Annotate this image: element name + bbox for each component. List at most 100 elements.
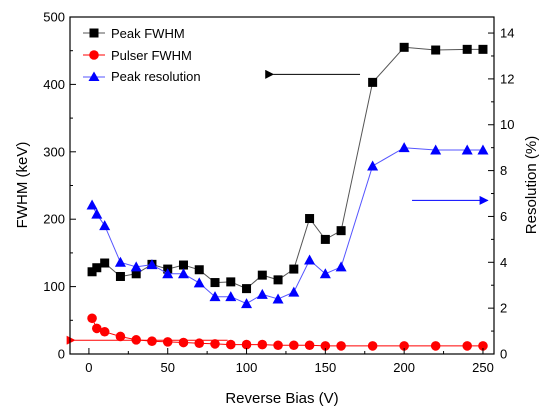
data-point	[257, 339, 268, 350]
data-point	[335, 261, 347, 272]
data-point	[87, 313, 97, 324]
data-point	[91, 208, 103, 219]
data-point	[272, 293, 284, 304]
data-point	[226, 277, 236, 287]
y-right-tick-label-0: 0	[500, 347, 507, 362]
y-left-tick-label-300: 300	[43, 144, 65, 159]
x-axis-ticks: 0 50 100 150 200 250	[85, 348, 494, 375]
data-point	[320, 341, 331, 351]
data-point	[162, 337, 173, 347]
data-point	[178, 260, 188, 270]
x-tick-label-50: 50	[160, 360, 174, 375]
y-right-tick-label-8: 8	[500, 163, 507, 178]
data-point	[241, 339, 252, 350]
data-point	[319, 268, 331, 279]
data-point	[430, 144, 442, 155]
data-point	[241, 298, 253, 309]
data-point	[146, 259, 158, 270]
data-point	[336, 226, 346, 236]
y-right-tick-label-2: 2	[500, 301, 507, 316]
y-right-tick-label-12: 12	[500, 71, 514, 86]
data-point	[225, 291, 237, 302]
data-point	[193, 277, 205, 288]
x-tick-label-0: 0	[85, 360, 92, 375]
data-point	[91, 323, 102, 334]
y-left-axis-title: FWHM (keV)	[14, 142, 31, 229]
data-point	[177, 268, 189, 279]
data-point	[399, 42, 409, 52]
x-tick-label-200: 200	[393, 360, 415, 375]
data-point	[478, 44, 488, 54]
y-left-tick-label-200: 200	[43, 212, 65, 227]
data-point	[478, 341, 488, 351]
y-left-tick-label-0: 0	[58, 347, 65, 362]
data-point	[256, 288, 268, 299]
data-point	[99, 220, 111, 231]
data-point	[100, 258, 110, 268]
y-right-tick-label-6: 6	[500, 209, 507, 224]
series-layer	[86, 42, 489, 351]
data-point	[431, 45, 441, 55]
data-point	[398, 142, 410, 153]
data-point	[92, 263, 102, 273]
data-point	[320, 234, 330, 244]
data-point	[194, 265, 204, 275]
x-tick-label-100: 100	[236, 360, 258, 375]
x-tick-label-150: 150	[314, 360, 336, 375]
y-right-tick-label-4: 4	[500, 255, 507, 270]
y-left-tick-label-100: 100	[43, 279, 65, 294]
series-peak-fwhm	[87, 42, 488, 294]
legend-item-pulser-fwhm: Pulser FWHM	[83, 48, 192, 63]
x-axis-title: Reverse Bias (V)	[225, 390, 338, 407]
data-point	[368, 77, 378, 87]
data-point	[115, 331, 126, 342]
data-point	[115, 271, 125, 281]
y-right-axis-ticks: 0 2 4 6 8 10 12 14	[488, 26, 514, 362]
data-point	[273, 340, 283, 351]
data-point	[194, 338, 205, 349]
data-point	[288, 286, 300, 297]
data-point	[399, 341, 409, 351]
data-point	[242, 284, 252, 294]
series-line	[91, 147, 483, 305]
data-point	[305, 214, 315, 224]
data-point	[210, 278, 220, 288]
data-point	[367, 160, 379, 171]
data-point	[462, 341, 473, 351]
annotation-layer	[66, 69, 489, 345]
y-left-tick-label-500: 500	[43, 10, 65, 25]
y-right-tick-label-10: 10	[500, 117, 514, 132]
data-point	[114, 256, 126, 267]
data-point	[367, 341, 378, 351]
x-tick-label-250: 250	[472, 360, 494, 375]
data-point	[289, 264, 299, 274]
data-point	[273, 275, 283, 285]
y-right-tick-label-14: 14	[500, 26, 514, 41]
data-point	[336, 341, 346, 351]
data-point	[462, 44, 472, 54]
legend: Peak FWHM Pulser FWHM Peak resolution	[83, 26, 201, 84]
data-point	[162, 268, 174, 279]
svg-text:Pulser FWHM: Pulser FWHM	[111, 48, 192, 63]
series-peak-resolution	[86, 142, 489, 309]
data-point	[178, 337, 189, 348]
data-point	[86, 199, 98, 210]
data-point	[130, 261, 142, 272]
data-point	[304, 340, 315, 351]
data-point	[147, 336, 157, 346]
y-left-axis-ticks: 0 100 200 300 400 500	[43, 10, 76, 362]
data-point	[131, 269, 141, 279]
legend-item-peak-resolution: Peak resolution	[83, 69, 201, 84]
series-pulser-fwhm	[87, 313, 488, 351]
data-point	[461, 144, 473, 155]
data-point	[87, 267, 97, 277]
data-point	[210, 339, 220, 349]
data-point	[430, 341, 441, 351]
data-point	[304, 254, 316, 265]
svg-text:Peak resolution: Peak resolution	[111, 69, 201, 84]
data-point	[99, 326, 110, 337]
data-point	[289, 340, 299, 351]
data-point	[225, 339, 236, 350]
legend-item-peak-fwhm: Peak FWHM	[83, 26, 185, 41]
